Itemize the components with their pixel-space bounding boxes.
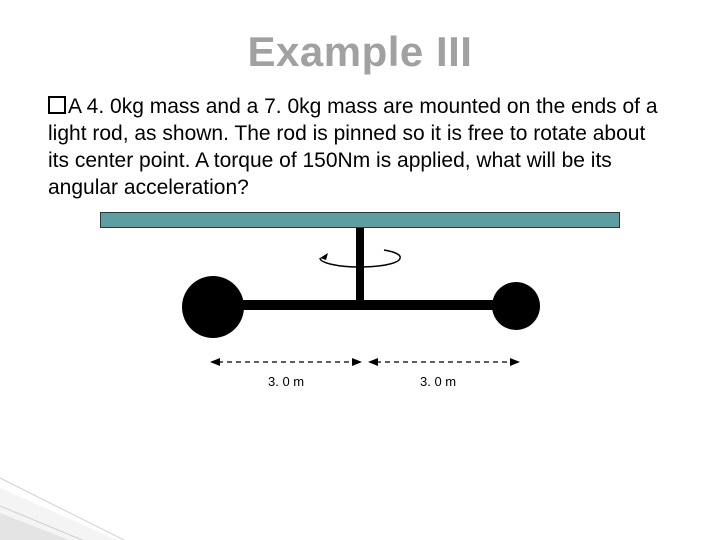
- dimension-arrows: [210, 352, 520, 372]
- mass-right: [492, 282, 540, 330]
- bullet-icon: [48, 96, 66, 114]
- problem-paragraph: A 4. 0kg mass and a 7. 0kg mass are moun…: [48, 94, 672, 202]
- dimension-label-left: 3. 0 m: [268, 374, 304, 389]
- diagram-container: 3. 0 m 3. 0 m: [100, 212, 620, 432]
- corner-decoration-icon: [0, 458, 180, 540]
- mass-left: [182, 276, 244, 338]
- page-title: Example III: [0, 28, 720, 76]
- rotation-arrow-icon: [314, 246, 406, 270]
- dimension-label-right: 3. 0 m: [420, 374, 456, 389]
- problem-text: A 4. 0kg mass and a 7. 0kg mass are moun…: [48, 95, 658, 199]
- ceiling-beam: [100, 212, 620, 228]
- horizontal-rod: [210, 300, 510, 310]
